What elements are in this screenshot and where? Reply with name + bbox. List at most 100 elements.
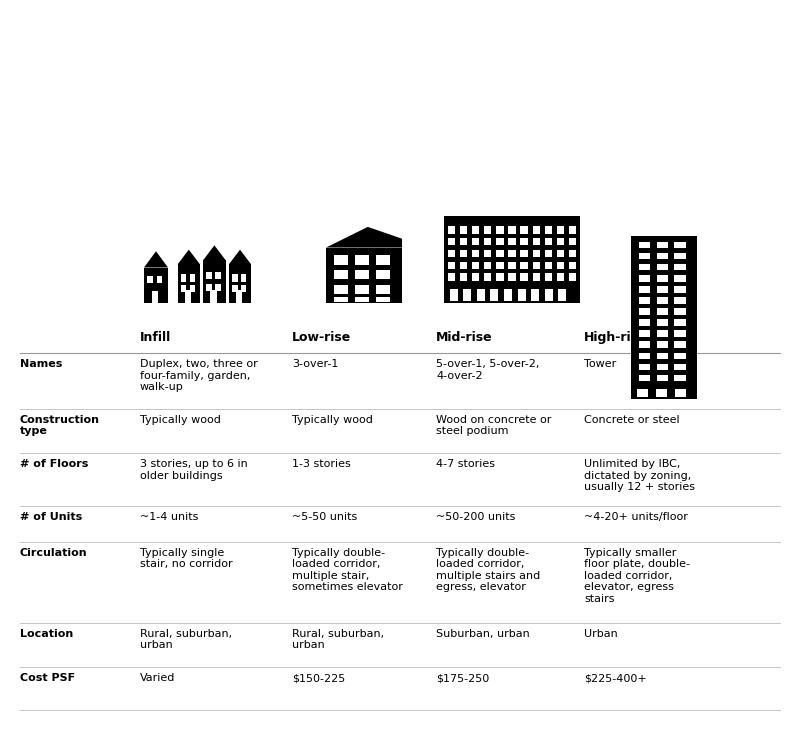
Bar xyxy=(484,226,491,234)
Bar xyxy=(657,364,668,370)
Bar xyxy=(496,262,503,269)
Text: Typically double-
loaded corridor,
multiple stairs and
egress, elevator: Typically double- loaded corridor, multi… xyxy=(436,548,540,593)
Bar xyxy=(355,297,370,302)
Bar xyxy=(326,248,402,303)
Bar xyxy=(509,226,516,234)
Bar xyxy=(657,375,668,381)
Bar xyxy=(557,273,564,281)
Bar xyxy=(657,275,668,282)
Bar xyxy=(504,289,512,301)
Bar xyxy=(639,308,650,315)
Bar xyxy=(232,285,238,292)
Text: Suburban, urban: Suburban, urban xyxy=(436,629,530,639)
Bar xyxy=(215,272,221,279)
Bar xyxy=(496,238,503,245)
Bar xyxy=(657,297,668,304)
Text: Wood on concrete or
steel podium: Wood on concrete or steel podium xyxy=(436,415,551,436)
Bar xyxy=(657,330,668,337)
Bar xyxy=(206,284,212,291)
Polygon shape xyxy=(144,251,168,268)
Bar xyxy=(674,364,686,370)
Bar xyxy=(639,264,650,270)
Bar xyxy=(657,341,668,348)
Bar xyxy=(472,250,479,257)
Bar xyxy=(533,250,540,257)
Bar xyxy=(376,285,390,294)
Text: 4-7 stories: 4-7 stories xyxy=(436,459,495,469)
Bar xyxy=(639,375,650,381)
Bar xyxy=(521,238,528,245)
Bar xyxy=(355,255,370,265)
Bar xyxy=(533,238,540,245)
Bar xyxy=(657,308,668,315)
Bar xyxy=(557,262,564,269)
Bar xyxy=(521,250,528,257)
Text: Rural, suburban,
urban: Rural, suburban, urban xyxy=(292,629,384,650)
Bar xyxy=(674,253,686,259)
Bar xyxy=(569,250,576,257)
Bar xyxy=(531,289,539,301)
Polygon shape xyxy=(229,250,251,265)
Bar xyxy=(639,353,650,359)
Bar xyxy=(144,268,168,303)
Bar xyxy=(509,262,516,269)
Bar xyxy=(215,284,221,291)
Bar xyxy=(639,297,650,304)
Text: Unlimited by IBC,
dictated by zoning,
usually 12 + stories: Unlimited by IBC, dictated by zoning, us… xyxy=(584,459,695,492)
Polygon shape xyxy=(326,227,402,248)
Bar xyxy=(674,375,686,381)
Bar xyxy=(448,238,455,245)
Text: ~50-200 units: ~50-200 units xyxy=(436,512,515,522)
Text: Tower: Tower xyxy=(584,359,616,370)
Bar xyxy=(631,236,697,399)
Bar xyxy=(569,262,576,269)
Text: Typically double-
loaded corridor,
multiple stair,
sometimes elevator: Typically double- loaded corridor, multi… xyxy=(292,548,403,593)
Bar xyxy=(376,297,390,302)
Bar xyxy=(674,297,686,304)
Bar xyxy=(232,274,238,282)
Bar xyxy=(448,262,455,269)
Bar xyxy=(448,273,455,281)
Text: Construction
type: Construction type xyxy=(20,415,100,436)
Text: Duplex, two, three or
four-family, garden,
walk-up: Duplex, two, three or four-family, garde… xyxy=(140,359,258,392)
Text: 3 stories, up to 6 in
older buildings: 3 stories, up to 6 in older buildings xyxy=(140,459,248,480)
Bar xyxy=(675,389,686,397)
Bar xyxy=(444,287,580,303)
Bar xyxy=(545,273,552,281)
Bar xyxy=(509,273,516,281)
Bar xyxy=(639,286,650,293)
Bar xyxy=(545,289,553,301)
Bar xyxy=(450,289,458,301)
Bar xyxy=(657,264,668,270)
Bar xyxy=(639,341,650,348)
Text: Names: Names xyxy=(20,359,62,370)
Bar xyxy=(157,276,162,284)
Bar xyxy=(674,286,686,293)
Bar xyxy=(490,289,498,301)
Bar xyxy=(484,238,491,245)
Bar xyxy=(181,274,186,282)
Bar xyxy=(631,386,697,399)
Bar xyxy=(210,290,217,303)
Text: Circulation: Circulation xyxy=(20,548,88,558)
Bar xyxy=(674,319,686,326)
Bar xyxy=(569,273,576,281)
Bar xyxy=(241,285,246,292)
Text: ~4-20+ units/floor: ~4-20+ units/floor xyxy=(584,512,688,522)
Bar xyxy=(557,238,564,245)
Bar xyxy=(545,226,552,234)
Bar xyxy=(533,273,540,281)
Bar xyxy=(674,341,686,348)
Bar xyxy=(518,289,526,301)
Bar xyxy=(674,353,686,359)
Bar xyxy=(533,262,540,269)
Bar xyxy=(533,226,540,234)
Bar xyxy=(236,290,242,303)
Bar xyxy=(484,262,491,269)
Text: 5-over-1, 5-over-2,
4-over-2: 5-over-1, 5-over-2, 4-over-2 xyxy=(436,359,539,381)
Text: 3-over-1: 3-over-1 xyxy=(292,359,338,370)
Text: Varied: Varied xyxy=(140,673,175,684)
Bar xyxy=(460,226,467,234)
Bar xyxy=(674,275,686,282)
Bar xyxy=(355,270,370,279)
